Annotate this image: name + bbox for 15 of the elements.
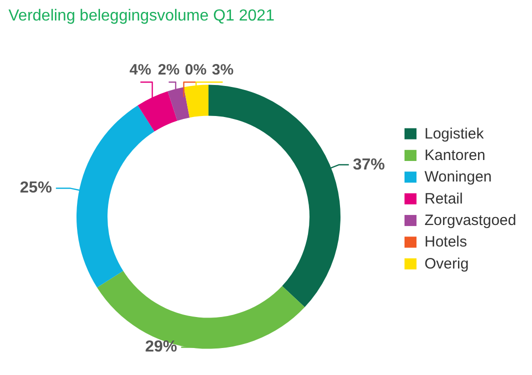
data-label: 2%: [158, 61, 180, 78]
data-label: 3%: [212, 61, 234, 78]
data-label: 37%: [352, 156, 385, 174]
text: 0%: [184, 61, 207, 78]
chart-title: Verdeling beleggingsvolume Q1 2021: [8, 8, 275, 24]
legend-label: Retail: [424, 190, 463, 208]
data-label: 4%: [130, 61, 152, 78]
data-label: 29%: [145, 338, 178, 356]
data-label: 25%: [20, 180, 52, 197]
legend-label: Woningen: [424, 168, 492, 186]
legend-label: Kantoren: [424, 146, 486, 164]
legend-label: Zorgvastgoed: [424, 212, 516, 229]
legend-label: Overig: [424, 255, 469, 272]
legend-label: Hotels: [424, 234, 468, 251]
legend-label: Logistiek: [424, 125, 484, 142]
